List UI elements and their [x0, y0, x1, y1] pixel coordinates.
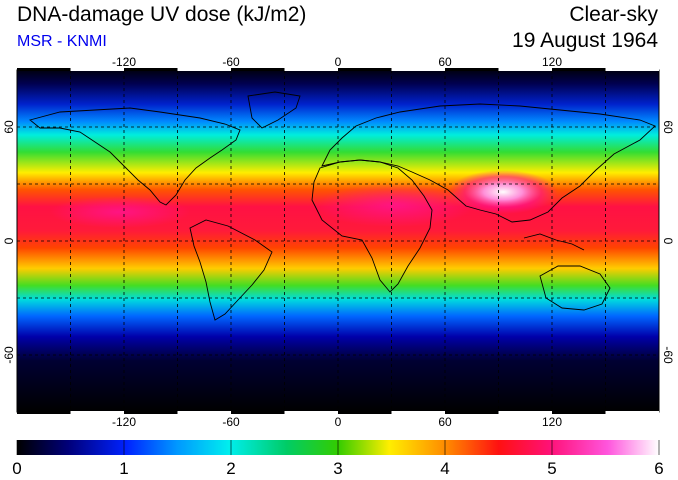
colorbar-labels: 0 1 2 3 4 5 6 — [12, 440, 664, 478]
map-title: DNA-damage UV dose (kJ/m2) — [17, 3, 307, 26]
frame-tick-bottom — [338, 411, 392, 414]
frame-tick-top — [284, 68, 338, 71]
frame-tick-top — [124, 68, 178, 71]
lat-label-left: 0 — [2, 237, 16, 244]
colorbar-label: 1 — [119, 459, 128, 478]
lat-label-left: -60 — [2, 346, 16, 364]
colorbar-label: 4 — [440, 459, 449, 478]
colorbar-label: 3 — [333, 459, 342, 478]
lon-label-top: -120 — [112, 55, 136, 69]
lat-label-right: 60 — [661, 120, 675, 134]
frame-tick-top — [70, 68, 124, 71]
frame-tick-top — [605, 68, 659, 71]
coastlines — [29, 91, 656, 321]
lon-label-bottom: 0 — [335, 415, 342, 429]
lat-label-right: -60 — [661, 346, 675, 364]
colorbar-label: 6 — [654, 459, 663, 478]
frame-tick-top — [552, 68, 606, 71]
greenland-coast — [247, 91, 301, 129]
australia-coast — [539, 265, 611, 311]
frame-tick-bottom — [17, 411, 71, 414]
frame-tick-top — [231, 68, 285, 71]
eurasia-coast — [321, 103, 656, 223]
lon-label-bottom: -60 — [222, 415, 240, 429]
frame-tick-top — [17, 68, 71, 71]
sahara-maximum — [315, 183, 475, 227]
lon-label-bottom: 120 — [542, 415, 562, 429]
frame-tick-bottom — [498, 411, 552, 414]
africa-coast — [311, 159, 433, 293]
colorbar-label: 2 — [226, 459, 235, 478]
indonesia-coast — [523, 233, 585, 251]
frame-tick-bottom — [445, 411, 499, 414]
frame-tick-top — [177, 68, 231, 71]
frame-tick-top — [338, 68, 392, 71]
frame-tick-top — [498, 68, 552, 71]
frame-tick-top — [391, 68, 445, 71]
lon-label-bottom: 60 — [438, 415, 452, 429]
sky-condition: Clear-sky — [569, 3, 658, 26]
tibet-maximum — [448, 170, 558, 214]
frame-tick-bottom — [124, 411, 178, 414]
lon-label-top: 60 — [438, 55, 452, 69]
pacific-maximum — [50, 196, 190, 228]
frame-tick-bottom — [231, 411, 285, 414]
graticule — [17, 70, 659, 412]
frame-tick-bottom — [391, 411, 445, 414]
lon-label-bottom: -120 — [112, 415, 136, 429]
colorbar-label: 0 — [12, 459, 21, 478]
source-label: MSR - KNMI — [17, 33, 107, 50]
date-label: 19 August 1964 — [512, 29, 658, 52]
frame-tick-bottom — [177, 411, 231, 414]
frame-tick-bottom — [70, 411, 124, 414]
north-america-coast — [29, 107, 241, 206]
frame-tick-bottom — [552, 411, 606, 414]
colorbar-label: 5 — [547, 459, 556, 478]
frame-tick-bottom — [605, 411, 659, 414]
lon-label-top: 120 — [542, 55, 562, 69]
frame-tick-bottom — [284, 411, 338, 414]
lon-label-top: -60 — [222, 55, 240, 69]
lon-label-top: 0 — [335, 55, 342, 69]
lat-label-left: 60 — [2, 120, 16, 134]
axis-labels: -120 -120 -60 -60 0 0 60 60 120 120 60 60 0 0 -60 -60 — [2, 55, 675, 429]
lat-label-right: 0 — [661, 238, 675, 245]
frame-tick-top — [445, 68, 499, 71]
south-america-coast — [189, 219, 273, 321]
